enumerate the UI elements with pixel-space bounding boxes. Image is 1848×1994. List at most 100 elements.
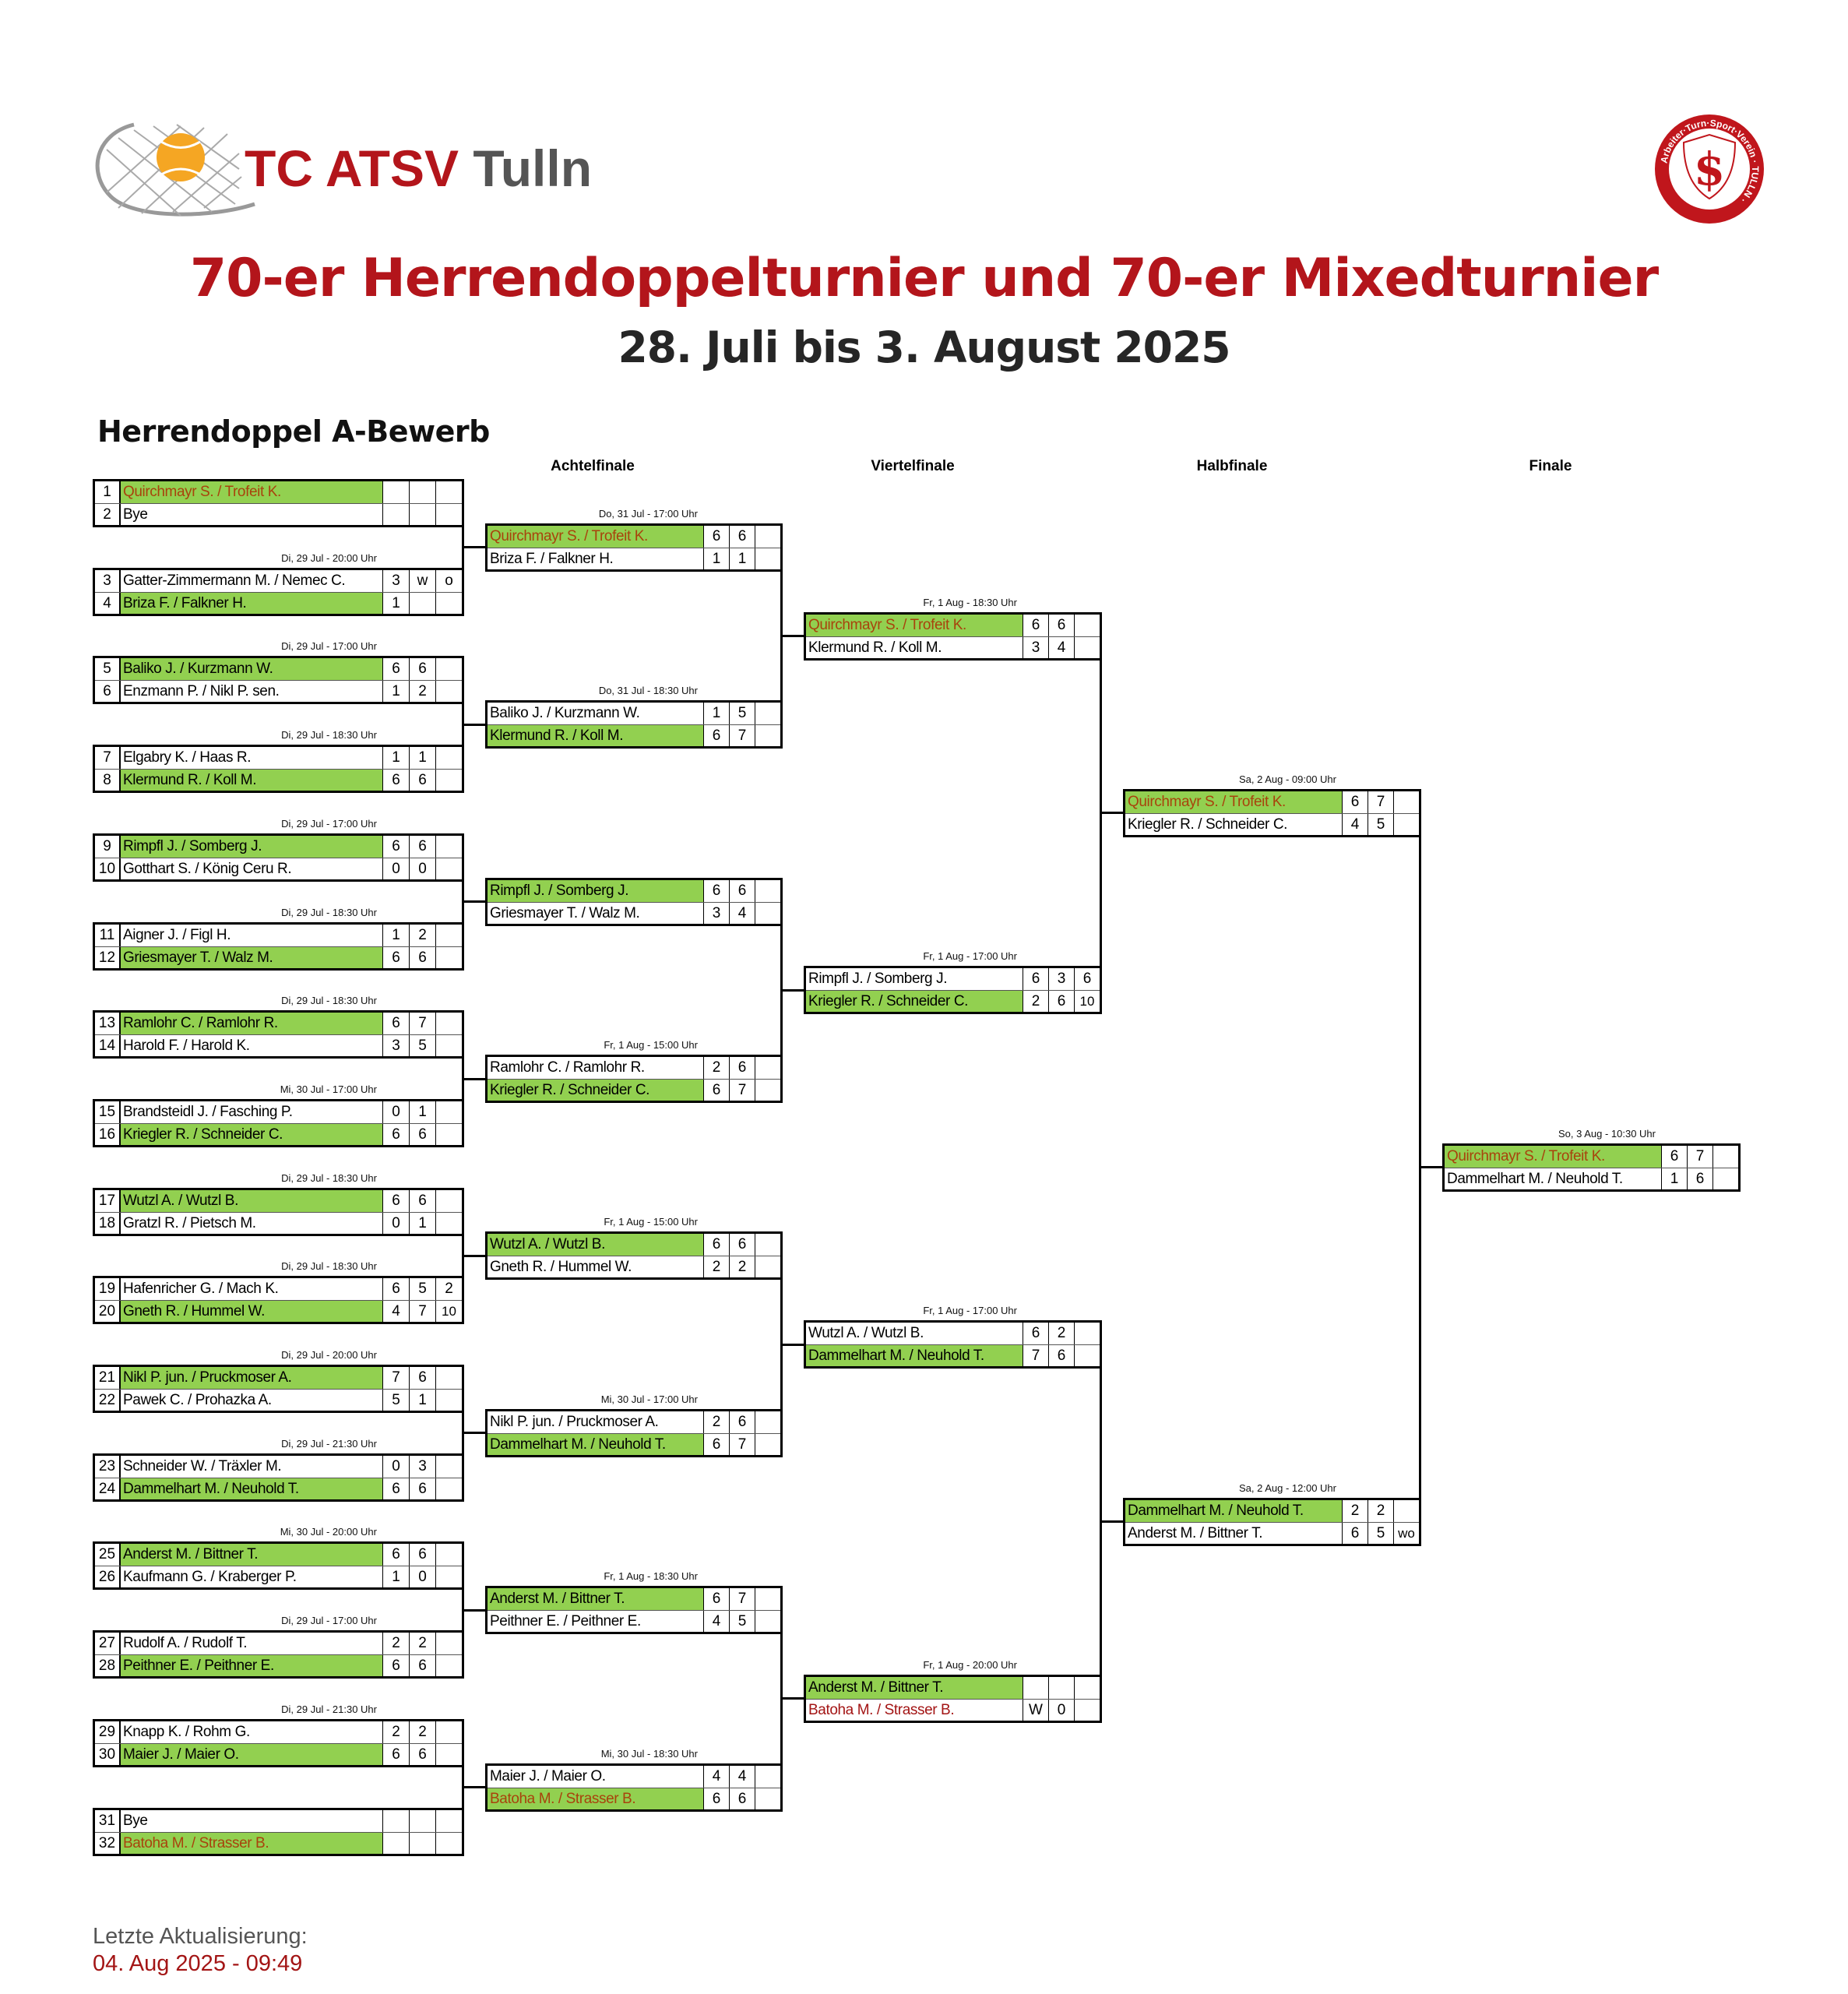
team-name[interactable]: Peithner E. / Peithner E. [490,1613,641,1630]
team-name[interactable]: Harold F. / Harold K. [123,1038,250,1055]
set-score-2: 1 [409,1101,435,1123]
match-box: 17 Wutzl A. / Wutzl B. 6 6 18 Gratzl R. / Pie… [93,1187,464,1236]
match-box: 31 Bye 32 Batoha M. / Strasser B. [93,1807,464,1856]
team-name[interactable]: Gneth R. / Hummel W. [121,1301,382,1323]
team-name[interactable]: Wutzl A. / Wutzl B. [808,1325,924,1342]
team-name[interactable]: Briza F. / Falkner H. [490,550,614,567]
team-name[interactable]: Gotthart S. / König Ceru R. [123,860,292,877]
team-name[interactable]: Maier J. / Maier O. [490,1767,606,1784]
team-name[interactable]: Dammelhart M. / Neuhold T. [488,1433,703,1455]
team-name[interactable]: Schneider W. / Träxler M. [123,1457,282,1474]
team-name[interactable]: Kriegler R. / Schneider C. [806,991,1023,1013]
team-name[interactable]: Maier J. / Maier O. [121,1743,382,1765]
team-name[interactable]: Quirchmayr S. / Trofeit K. [121,481,382,503]
set-score-3 [1393,791,1419,813]
team-name[interactable]: Batoha M. / Strasser B. [808,1701,955,1718]
set-score-2: 5 [409,1035,435,1057]
team-name[interactable]: Batoha M. / Strasser B. [121,1832,382,1854]
set-score-1: 1 [382,1566,409,1588]
set-score-1: 6 [1023,614,1048,636]
match-date: Fr, 1 Aug - 15:00 Uhr [604,1039,698,1052]
team-name[interactable]: Baliko J. / Kurzmann W. [121,658,382,681]
team-name[interactable]: Brandsteidl J. / Fasching P. [123,1103,293,1120]
team-name[interactable]: Griesmayer T. / Walz M. [121,946,382,968]
team-name[interactable]: Rimpfl J. / Somberg J. [121,835,382,858]
team-name[interactable]: Bye [123,506,148,523]
team-name[interactable]: Dammelhart M. / Neuhold T. [121,1478,382,1499]
team-name[interactable]: Baliko J. / Kurzmann W. [490,705,640,722]
team-name[interactable]: Gatter-Zimmermann M. / Nemec C. [123,572,346,589]
match-row-winner: Kriegler R. / Schneider C. 2 6 10 [806,990,1100,1013]
team-name[interactable]: Peithner E. / Peithner E. [121,1655,382,1677]
set-score-3 [755,548,780,569]
set-score-1 [382,481,409,503]
team-name[interactable]: Briza F. / Falkner H. [121,592,382,614]
seed-number: 28 [95,1655,121,1677]
team-name[interactable]: Quirchmayr S. / Trofeit K. [806,614,1023,636]
team-name[interactable]: Hafenricher G. / Mach K. [123,1281,279,1298]
team-name[interactable]: Ramlohr C. / Ramlohr R. [121,1013,382,1035]
match-row-winner: 8 Klermund R. / Koll M. 6 6 [95,769,462,791]
team-name[interactable]: Wutzl A. / Wutzl B. [488,1234,703,1256]
team-name[interactable]: Quirchmayr S. / Trofeit K. [488,525,703,548]
team-name[interactable]: Nikl P. jun. / Pruckmoser A. [490,1413,659,1430]
set-score-1: 1 [1661,1168,1687,1189]
set-score-2: 6 [729,1234,755,1256]
set-score-2 [409,481,435,503]
team-name[interactable]: Klermund R. / Koll M. [808,639,942,656]
match-box: Nikl P. jun. / Pruckmoser A. 2 6 Dammelhart… [485,1408,783,1457]
team-name[interactable]: Kaufmann G. / Kraberger P. [123,1569,297,1586]
team-name[interactable]: Rudolf A. / Rudolf T. [123,1635,248,1652]
team-name[interactable]: Kriegler R. / Schneider C. [488,1080,703,1101]
team-name[interactable]: Anderst M. / Bittner T. [1128,1524,1263,1541]
team-name[interactable]: Kriegler R. / Schneider C. [1128,816,1288,833]
team-name[interactable]: Klermund R. / Koll M. [488,725,703,747]
set-score-1: 7 [1023,1345,1048,1367]
set-score-1 [382,1832,409,1854]
team-name[interactable]: Rimpfl J. / Somberg J. [808,971,948,988]
match-row-winner: 32 Batoha M. / Strasser B. [95,1831,462,1854]
set-score-3 [435,770,462,791]
match-box: Wutzl A. / Wutzl B. 6 6 Gneth R. / Hummel W… [485,1231,783,1281]
team-name[interactable]: Gneth R. / Hummel W. [490,1259,632,1276]
match-row: 15 Brandsteidl J. / Fasching P. 0 1 [95,1101,462,1123]
team-name[interactable]: Quirchmayr S. / Trofeit K. [1445,1145,1661,1168]
match-box: Anderst M. / Bittner T. 6 7 Peithner E. / P… [485,1586,783,1635]
team-name[interactable]: Anderst M. / Bittner T. [806,1676,1023,1699]
team-name[interactable]: Knapp K. / Rohm G. [123,1723,250,1740]
team-name[interactable]: Dammelhart M. / Neuhold T. [1447,1170,1623,1187]
team-name[interactable]: Aigner J. / Figl H. [123,926,231,943]
team-name[interactable]: Rimpfl J. / Somberg J. [488,879,703,902]
seed-number: 10 [95,858,121,879]
match-row-winner: Quirchmayr S. / Trofeit K. 6 7 [1445,1145,1738,1168]
team-name[interactable]: Klermund R. / Koll M. [121,770,382,791]
team-name[interactable]: Pawek C. / Prohazka A. [123,1392,272,1408]
team-name[interactable]: Batoha M. / Strasser B. [488,1788,703,1809]
set-score-1: 3 [703,902,729,924]
team-name[interactable]: Anderst M. / Bittner T. [488,1588,703,1611]
match-row: 31 Bye [95,1809,462,1832]
match-row-winner: Kriegler R. / Schneider C. 6 7 [488,1079,780,1101]
team-name[interactable]: Nikl P. jun. / Pruckmoser A. [121,1367,382,1389]
team-name[interactable]: Griesmayer T. / Walz M. [490,904,640,921]
set-score-2: 1 [729,548,755,569]
set-score-2: 5 [729,703,755,725]
set-score-1: 7 [382,1367,409,1389]
team-name[interactable]: Anderst M. / Bittner T. [121,1544,382,1566]
team-name[interactable]: Enzmann P. / Nikl P. sen. [123,683,280,700]
team-name[interactable]: Wutzl A. / Wutzl B. [121,1189,382,1212]
set-score-3 [435,1743,462,1765]
team-name[interactable]: Bye [123,1812,148,1829]
team-name[interactable]: Dammelhart M. / Neuhold T. [806,1345,1023,1367]
team-name[interactable]: Ramlohr C. / Ramlohr R. [490,1059,645,1076]
set-score-2: 6 [409,1367,435,1389]
set-score-3: 6 [1074,968,1100,991]
team-name[interactable]: Quirchmayr S. / Trofeit K. [1125,791,1342,813]
set-score-3 [755,725,780,747]
team-name[interactable]: Gratzl R. / Pietsch M. [123,1214,256,1231]
team-name[interactable]: Kriegler R. / Schneider C. [121,1123,382,1145]
bracket-connector-line [462,1608,488,1612]
team-name[interactable]: Dammelhart M. / Neuhold T. [1125,1499,1342,1522]
team-name[interactable]: Elgabry K. / Haas R. [123,749,252,766]
match-row: 29 Knapp K. / Rohm G. 2 2 [95,1721,462,1743]
